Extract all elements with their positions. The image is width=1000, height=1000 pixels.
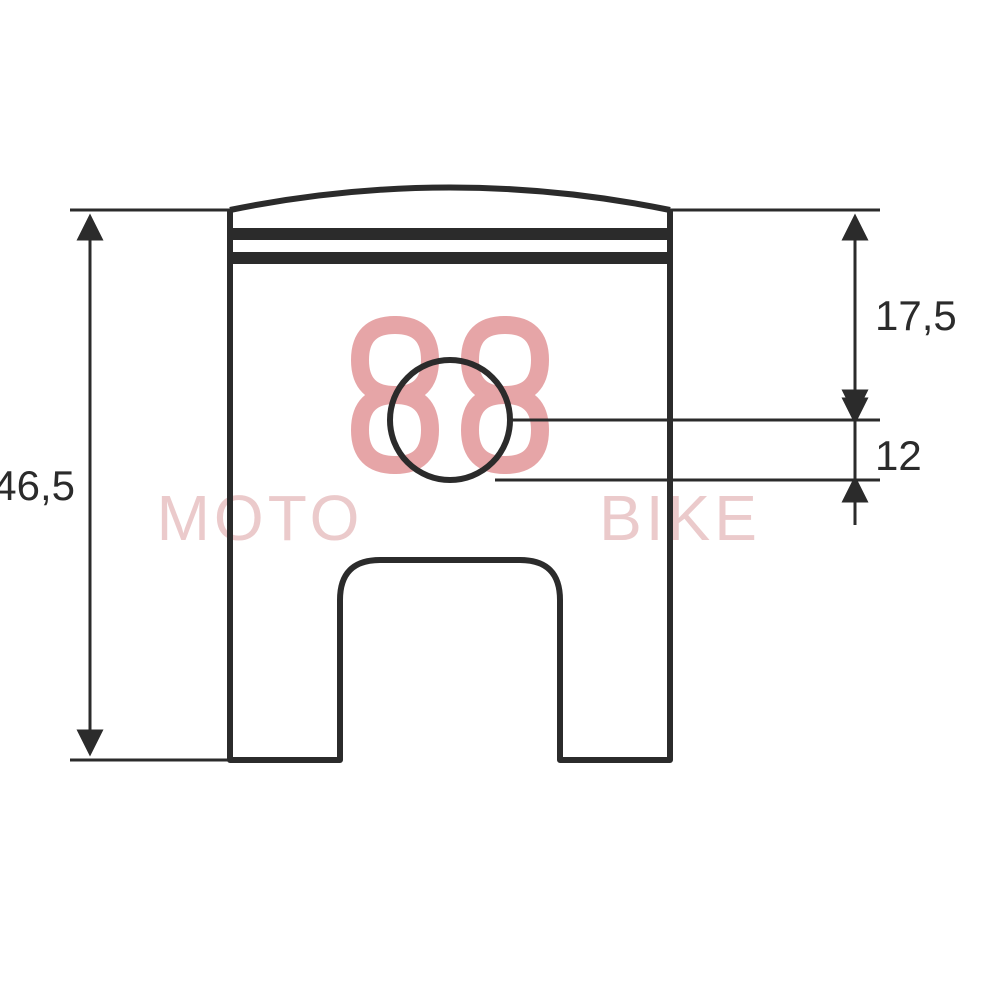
watermark-text-right: BIKE bbox=[599, 482, 761, 554]
piston-crown bbox=[230, 188, 670, 211]
piston-outline bbox=[230, 188, 670, 761]
watermark-text-left: MOTO bbox=[157, 482, 364, 554]
dimension-top-to-pin bbox=[510, 210, 880, 420]
ring-groove-2 bbox=[230, 252, 670, 264]
dimension-total-height-value: 46,5 bbox=[0, 462, 75, 509]
ring-groove-1 bbox=[230, 228, 670, 240]
dimension-top-to-pin-value: 17,5 bbox=[875, 292, 957, 339]
wrist-pin-bore bbox=[390, 360, 510, 480]
dimension-pin-diameter-value: 12 bbox=[875, 432, 922, 479]
watermark-logo bbox=[360, 325, 540, 465]
piston-dimension-diagram: MOTO BIKE 46,5 17,5 12 bbox=[0, 0, 1000, 1000]
